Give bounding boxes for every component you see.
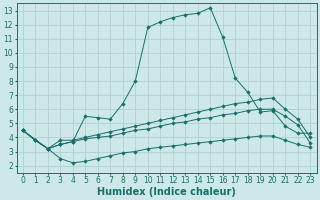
- X-axis label: Humidex (Indice chaleur): Humidex (Indice chaleur): [97, 187, 236, 197]
